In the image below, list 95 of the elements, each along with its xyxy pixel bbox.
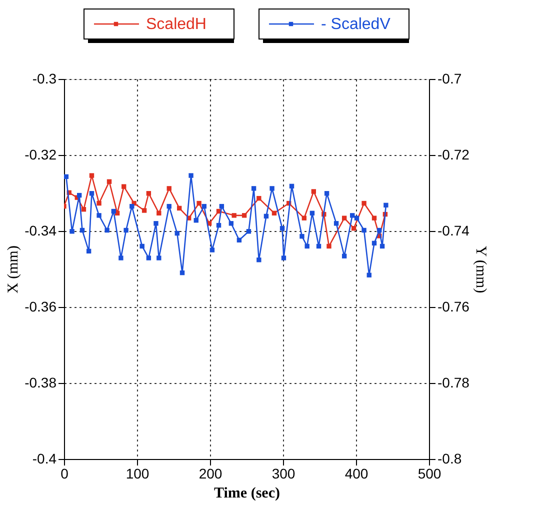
y2-axis-title: Y (mm): [472, 246, 488, 294]
point: [354, 216, 360, 220]
point: [124, 228, 128, 233]
y-tick-label: -0.34: [24, 222, 57, 238]
point: [180, 270, 185, 276]
point: [76, 192, 82, 198]
point: [174, 230, 180, 236]
y-tick-label: -0.32: [24, 146, 57, 162]
point: [96, 200, 102, 206]
point: [194, 218, 198, 223]
point: [256, 196, 262, 201]
point: [377, 228, 382, 233]
point: [302, 216, 307, 220]
x-tick-label: 300: [272, 466, 296, 482]
point: [300, 234, 304, 239]
y2-tick-label: -0.78: [438, 374, 470, 390]
point: [202, 204, 207, 209]
point: [106, 179, 112, 184]
point: [188, 173, 194, 178]
x-tick-label: 100: [126, 466, 150, 482]
legend-label: ScaledH: [146, 16, 206, 33]
point: [166, 186, 172, 191]
point: [140, 244, 144, 249]
legend-label: - ScaledV: [321, 16, 391, 33]
point: [130, 204, 134, 209]
point: [196, 200, 202, 206]
point: [242, 213, 247, 218]
point: [89, 191, 94, 196]
point: [334, 221, 339, 226]
point: [372, 240, 377, 246]
point: [251, 186, 256, 191]
point: [118, 256, 124, 260]
point: [166, 204, 172, 209]
point: [342, 254, 347, 258]
point: [272, 210, 277, 216]
y2-tick-label: -0.74: [438, 222, 470, 238]
point: [246, 229, 252, 234]
point: [146, 191, 152, 196]
point: [86, 248, 92, 254]
point: [154, 221, 158, 226]
y-tick-label: -0.3: [32, 70, 57, 86]
point: [280, 226, 285, 231]
y2-tick-label: -0.8: [438, 450, 462, 466]
x-tick-label: 400: [344, 466, 368, 482]
point: [64, 174, 69, 180]
point: [351, 226, 356, 231]
point: [380, 244, 385, 249]
point: [289, 184, 294, 189]
y-axis-title: X (mm): [6, 246, 22, 294]
point: [342, 216, 347, 220]
point: [70, 229, 74, 234]
point: [372, 216, 377, 220]
y-tick-label: -0.38: [24, 374, 57, 390]
point: [281, 256, 286, 260]
point: [384, 202, 388, 208]
y-tick-label: -0.4: [32, 450, 57, 466]
point: [89, 173, 94, 178]
point: [80, 228, 85, 233]
y-tick-label: -0.36: [24, 298, 57, 314]
x-tick-label: 500: [418, 466, 442, 482]
point: [326, 244, 332, 249]
point: [122, 184, 126, 189]
point: [111, 208, 116, 214]
point: [219, 204, 224, 209]
point: [228, 221, 234, 226]
point: [156, 210, 162, 216]
point: [311, 189, 316, 194]
point: [310, 210, 315, 216]
point: [362, 200, 366, 206]
x-tick-label: 0: [60, 466, 69, 482]
point: [176, 206, 182, 211]
point: [256, 258, 262, 262]
y2-tick-label: -0.7: [438, 70, 462, 86]
y2-tick-label: -0.72: [438, 146, 470, 162]
point: [156, 256, 162, 260]
point: [236, 238, 242, 242]
point: [366, 272, 372, 278]
point: [270, 186, 274, 191]
point: [142, 208, 147, 213]
point: [350, 213, 355, 218]
point: [104, 228, 110, 233]
point: [96, 213, 102, 218]
point: [324, 191, 330, 196]
x-axis-title: Time (sec): [214, 486, 280, 502]
point: [216, 222, 222, 228]
point: [264, 214, 269, 219]
point: [362, 228, 366, 233]
point: [210, 248, 215, 252]
point: [81, 206, 86, 212]
point: [316, 244, 322, 249]
point: [146, 256, 152, 260]
x-tick-label: 200: [198, 466, 222, 482]
point: [304, 244, 310, 249]
point: [232, 213, 236, 218]
y2-tick-label: -0.76: [438, 298, 470, 314]
